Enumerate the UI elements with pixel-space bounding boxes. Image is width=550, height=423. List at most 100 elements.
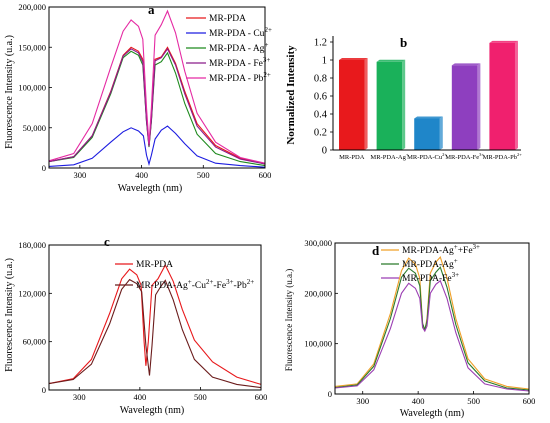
panel-a-legend-label-2: MR-PDA - Ag+ [209, 41, 268, 54]
bar-2-top [414, 116, 443, 119]
panel-a-legend-label-0: MR-PDA [209, 14, 246, 24]
panel-c-legend-label-1: MR-PDA-Ag+​-Cu2+​-Fe3+​-Pb2+​ [136, 278, 254, 291]
legend-superscript: 2+ [206, 278, 214, 286]
panel-a-ytick-label: 50,000 [23, 123, 46, 133]
panel-b-ytick-label: 0 [322, 146, 327, 157]
panel-d-label: d [372, 243, 380, 258]
panel-d: d 300 400 500 600 0 100,000 200,000 300,000 MR-… [284, 238, 535, 419]
panel-d-series-line-2 [334, 279, 530, 392]
bar-1 [376, 59, 406, 150]
panel-c-xlabel: Wavelegth (nm) [120, 405, 184, 416]
panel-b-ytick-label: 0.6 [314, 92, 327, 103]
panel-b-axes: MR-PDA MR-PDA-Ag+MR-PDA-Cu2+MR-PDA-Fe3+MR… [314, 36, 522, 161]
bar-0-face [339, 60, 365, 150]
panel-b-category-label-0: MR-PDA [339, 154, 365, 161]
panel-d-ylabel: Fluorescence Intensity (u.a.) [284, 269, 294, 371]
panel-d-legend-label-0: MR-PDA-Ag+​+Fe3+​ [402, 243, 480, 256]
legend-superscript: 3+ [226, 278, 234, 286]
legend-superscript: + [454, 257, 458, 265]
legend-text-part: MR-PDA - Cu [209, 29, 265, 39]
legend-superscript: + [264, 41, 268, 49]
panel-b-ytick-label: 1 [322, 56, 327, 67]
panel-c-ytick-label: 120,000 [18, 288, 46, 298]
panel-a-ytick-label: 100,000 [18, 83, 46, 93]
panel-b-category-label-4: MR-PDA-Pb2+ [483, 152, 523, 161]
panel-a-ylabel: Fluorescence Intensity (u.a.) [4, 35, 15, 149]
bar-4-side [514, 40, 518, 150]
panel-b-ytick-label: 0.2 [314, 128, 327, 139]
legend-text-part: -Fe [213, 281, 226, 291]
category-base: MR-PDA-Fe [445, 154, 479, 161]
panel-c-xtick-label: 300 [73, 392, 86, 402]
legend-superscript: 3+ [452, 271, 460, 279]
panel-a-series-line-4 [48, 9, 266, 164]
panel-b-ytick-label: 0.4 [314, 110, 328, 121]
panel-d-ytick-label: 300,000 [304, 238, 332, 248]
panel-d-ytick-label: 100,000 [304, 339, 332, 349]
panel-b: b MR-PDA MR-PDA-Ag+MR-PDA-Cu2+MR-PDA-Fe3+… [285, 35, 522, 161]
panel-b-ytick-label: 1.2 [314, 38, 327, 49]
bar-4 [489, 40, 518, 150]
legend-superscript: 2+ [247, 278, 255, 286]
category-base: MR-PDA-Cu [407, 154, 443, 161]
panel-a: a 300 400 500 600 0 50,000 100,000 150,000 200,0… [4, 2, 272, 194]
bar-0 [339, 58, 368, 150]
bar-3-top [451, 63, 481, 66]
legend-text-part: -Pb [234, 281, 247, 291]
panel-d-ytick-label: 0 [328, 389, 332, 399]
panel-c-ytick-label: 180,000 [18, 240, 46, 250]
bar-4-top [489, 40, 518, 43]
panel-c-label: c [104, 234, 110, 249]
panel-d-legend-label-1: MR-PDA-Ag+​ [402, 257, 458, 270]
bar-0-side [364, 58, 368, 150]
panel-d-xlabel: Wavelegth (nm) [400, 408, 464, 419]
bar-1-top [376, 59, 406, 62]
panel-c-series-line-1 [48, 278, 262, 389]
category-base: MR-PDA [339, 154, 365, 161]
panel-a-series-line-1 [48, 125, 266, 168]
panel-b-ytick-label: 0.8 [314, 74, 327, 85]
legend-text-part: MR-PDA - Ag [209, 44, 265, 54]
legend-superscript: + [188, 278, 192, 286]
category-superscript: 2+ [517, 152, 522, 157]
category-base: MR-PDA-Ag [370, 154, 406, 161]
panel-d-xtick-label: 600 [523, 396, 536, 406]
category-superscript: + [406, 152, 409, 157]
panel-c-axes: 300 400 500 600 0 60,000 120,000 180,000 [18, 240, 267, 402]
panel-a-xlabel: Wavelegth (nm) [118, 183, 182, 194]
panel-c-ytick-label: 0 [42, 385, 46, 395]
panel-c-series [48, 263, 262, 389]
bar-3 [451, 63, 481, 150]
panel-d-legend: MR-PDA-Ag+​+Fe3+​MR-PDA-Ag+​MR-PDA-Fe3+​ [381, 243, 480, 284]
panel-d-xtick-label: 500 [467, 396, 480, 406]
panel-a-axes: 300 400 500 600 0 50,000 100,000 150,000 200,000 [18, 2, 271, 180]
panel-a-xtick-label: 300 [73, 170, 86, 180]
legend-text-part: +Fe [458, 246, 473, 256]
legend-text-part: MR-PDA-Fe [402, 274, 452, 284]
panel-c-ylabel: Fluorescence Intensity (u.a.) [4, 258, 15, 372]
panel-d-legend-label-2: MR-PDA-Fe3+​ [402, 271, 459, 284]
bar-2 [414, 116, 443, 150]
legend-superscript: 3+ [473, 243, 481, 251]
panel-c-xtick-label: 400 [133, 392, 146, 402]
panel-a-legend-label-1: MR-PDA - Cu2+ [209, 26, 272, 39]
bar-1-side [402, 59, 406, 150]
panel-b-category-label-3: MR-PDA-Fe3+ [445, 152, 484, 161]
bar-2-side [439, 116, 443, 150]
bar-2-face [414, 118, 440, 150]
bar-0-top [339, 58, 368, 60]
bar-3-side [477, 63, 481, 150]
bar-4-face [489, 42, 515, 150]
legend-text-part: MR-PDA [209, 14, 246, 24]
panel-c-legend: MR-PDA MR-PDA-Ag+​-Cu2+​-Fe3+​-Pb2+​ [115, 260, 254, 291]
panel-d-axes: 300 400 500 600 0 100,000 200,000 300,000 [304, 238, 535, 406]
panel-b-ylabel: Normalized Intensity [285, 45, 297, 145]
panel-b-category-label-2: MR-PDA-Cu2+ [407, 152, 447, 161]
legend-text-part: MR-PDA-Ag [402, 246, 454, 256]
panel-c-xtick-label: 500 [194, 392, 207, 402]
panel-a-legend-label-4: MR-PDA - Pb2+ [209, 71, 271, 84]
panel-c: c 300 400 500 600 0 60,000 120,000 180,000 MR-P… [4, 234, 267, 416]
category-base: MR-PDA-Pb [483, 154, 517, 161]
panel-a-xtick-label: 600 [259, 170, 272, 180]
panel-a-legend-label-3: MR-PDA - Fe3+ [209, 56, 270, 69]
